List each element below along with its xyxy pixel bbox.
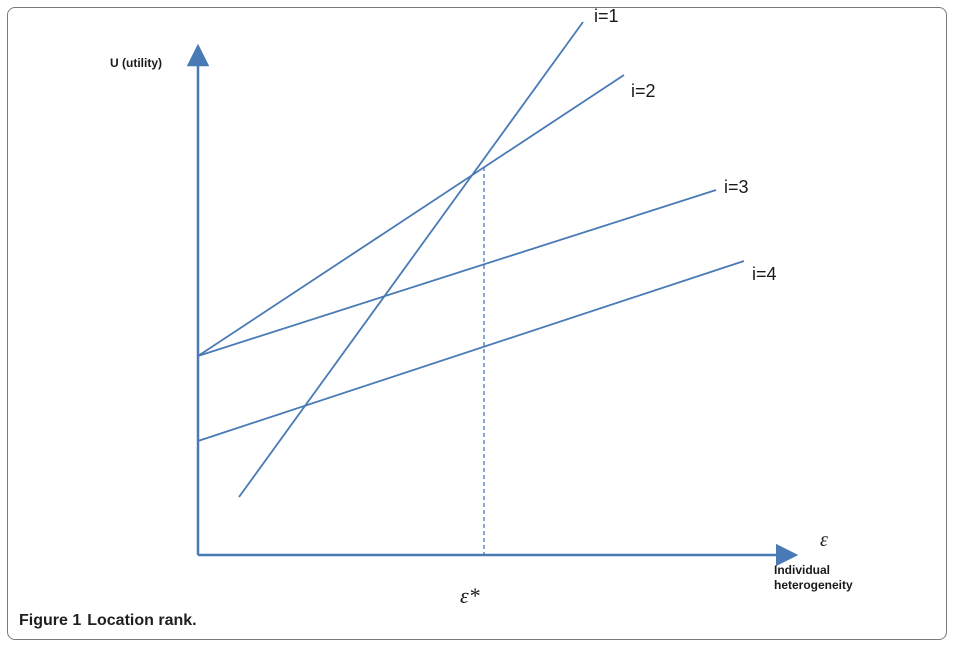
epsilon-star-label: ε* — [460, 583, 480, 608]
line-i4 — [197, 260, 745, 442]
x-axis-label-line2: heterogeneity — [774, 578, 853, 592]
figure-frame — [7, 7, 947, 640]
caption-text: Location rank. — [87, 612, 197, 629]
x-axis-label-line1: Individual — [774, 563, 830, 577]
caption-number: Figure 1 — [19, 612, 82, 629]
figure-caption: Figure 1 Location rank. — [19, 612, 197, 630]
y-axis-label: U (utility) — [110, 56, 162, 70]
label-i4: i=4 — [752, 264, 777, 284]
line-i2 — [197, 74, 625, 357]
label-i1: i=1 — [594, 6, 619, 26]
x-axis-symbol: ε — [820, 529, 828, 551]
label-i2: i=2 — [631, 81, 656, 101]
line-i1 — [238, 21, 584, 498]
line-i3 — [197, 189, 717, 357]
label-i3: i=3 — [724, 177, 749, 197]
